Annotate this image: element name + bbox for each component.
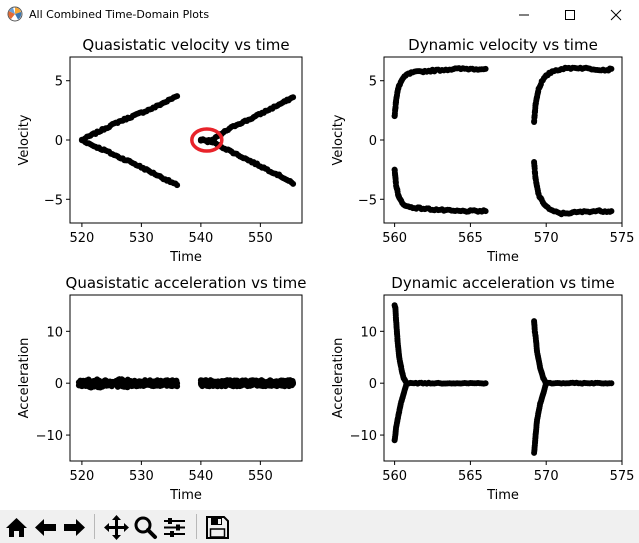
- matplotlib-icon: [7, 6, 23, 22]
- x-tick-label: 575: [610, 231, 635, 246]
- data-point: [482, 208, 489, 215]
- y-tick-label: −10: [350, 429, 377, 444]
- data-point: [290, 94, 297, 101]
- zoom-icon[interactable]: [132, 514, 159, 541]
- x-axis-label: Time: [486, 488, 519, 503]
- window-title: All Combined Time-Domain Plots: [29, 8, 210, 21]
- data-point: [482, 65, 489, 72]
- x-tick-label: 560: [382, 469, 407, 484]
- maximize-icon[interactable]: [547, 0, 593, 30]
- y-tick-label: 5: [369, 75, 377, 90]
- data-point: [174, 93, 181, 100]
- pan-icon[interactable]: [103, 514, 130, 541]
- y-axis-label: Acceleration: [17, 338, 32, 419]
- x-tick-label: 540: [188, 469, 213, 484]
- plot-title: Quasistatic acceleration vs time: [66, 274, 307, 292]
- highlight-circle-annotation: [190, 127, 224, 153]
- axes-quasistatic-velocity: Quasistatic velocity vs time Time Veloci…: [17, 36, 303, 265]
- x-axis-label: Time: [486, 250, 519, 265]
- x-tick-label: 540: [188, 231, 213, 246]
- axes-frame: [383, 56, 623, 224]
- data-point: [403, 380, 410, 387]
- y-tick-label: 5: [55, 75, 63, 90]
- data-point: [608, 380, 615, 387]
- data-point: [608, 65, 615, 72]
- x-tick-label: 575: [610, 469, 635, 484]
- x-tick-label: 550: [248, 231, 273, 246]
- x-tick-label: 520: [69, 469, 94, 484]
- x-tick-label: 560: [382, 231, 407, 246]
- x-tick-label: 565: [458, 469, 483, 484]
- close-icon[interactable]: [593, 0, 639, 30]
- y-tick-label: 0: [55, 134, 63, 149]
- data-point: [608, 208, 615, 215]
- x-tick-label: 570: [534, 231, 559, 246]
- y-tick-label: 0: [55, 377, 63, 392]
- back-icon[interactable]: [32, 514, 59, 541]
- y-axis-label: Velocity: [17, 114, 32, 165]
- navigation-toolbar: [0, 510, 639, 543]
- y-tick-label: −10: [36, 429, 63, 444]
- axes-dynamic-velocity: Dynamic velocity vs time Time Velocity 5…: [331, 36, 634, 265]
- plot-title: Dynamic velocity vs time: [408, 36, 598, 54]
- x-tick-label: 565: [458, 231, 483, 246]
- x-tick-label: 570: [534, 469, 559, 484]
- forward-icon[interactable]: [61, 514, 88, 541]
- x-tick-label: 520: [69, 231, 94, 246]
- y-tick-label: 10: [46, 325, 63, 340]
- data-point: [482, 380, 489, 387]
- axes-quasistatic-acceleration: Quasistatic acceleration vs time Time Ac…: [17, 274, 306, 503]
- y-tick-label: −5: [44, 193, 63, 208]
- data-point: [290, 380, 296, 387]
- toolbar-separator: [94, 514, 95, 539]
- plot-title: Dynamic acceleration vs time: [391, 274, 614, 292]
- plot-title: Quasistatic velocity vs time: [82, 36, 289, 54]
- x-axis-label: Time: [169, 250, 202, 265]
- x-tick-label: 550: [248, 469, 273, 484]
- save-icon[interactable]: [204, 514, 231, 541]
- axes-dynamic-acceleration: Dynamic acceleration vs time Time Accele…: [331, 274, 634, 503]
- y-tick-label: −5: [358, 193, 377, 208]
- axes-frame: [383, 294, 623, 462]
- axes-frame: [69, 56, 303, 224]
- axes-frame: [69, 294, 303, 462]
- minimize-icon[interactable]: [501, 0, 547, 30]
- y-tick-label: 0: [369, 377, 377, 392]
- data-point: [174, 380, 181, 387]
- y-tick-label: 0: [369, 134, 377, 149]
- y-tick-label: 10: [360, 325, 377, 340]
- x-tick-label: 530: [129, 231, 154, 246]
- x-tick-label: 530: [129, 469, 154, 484]
- data-point: [543, 380, 550, 387]
- y-axis-label: Velocity: [331, 114, 346, 165]
- x-axis-label: Time: [169, 488, 202, 503]
- configure-subplots-icon[interactable]: [161, 514, 188, 541]
- y-axis-label: Acceleration: [331, 338, 346, 419]
- window-titlebar: All Combined Time-Domain Plots: [0, 0, 639, 30]
- data-point: [290, 180, 297, 187]
- figure-canvas: Quasistatic velocity vs time Time Veloci…: [17, 36, 634, 503]
- data-point: [174, 182, 181, 189]
- toolbar-separator: [196, 514, 197, 539]
- home-icon[interactable]: [3, 514, 30, 541]
